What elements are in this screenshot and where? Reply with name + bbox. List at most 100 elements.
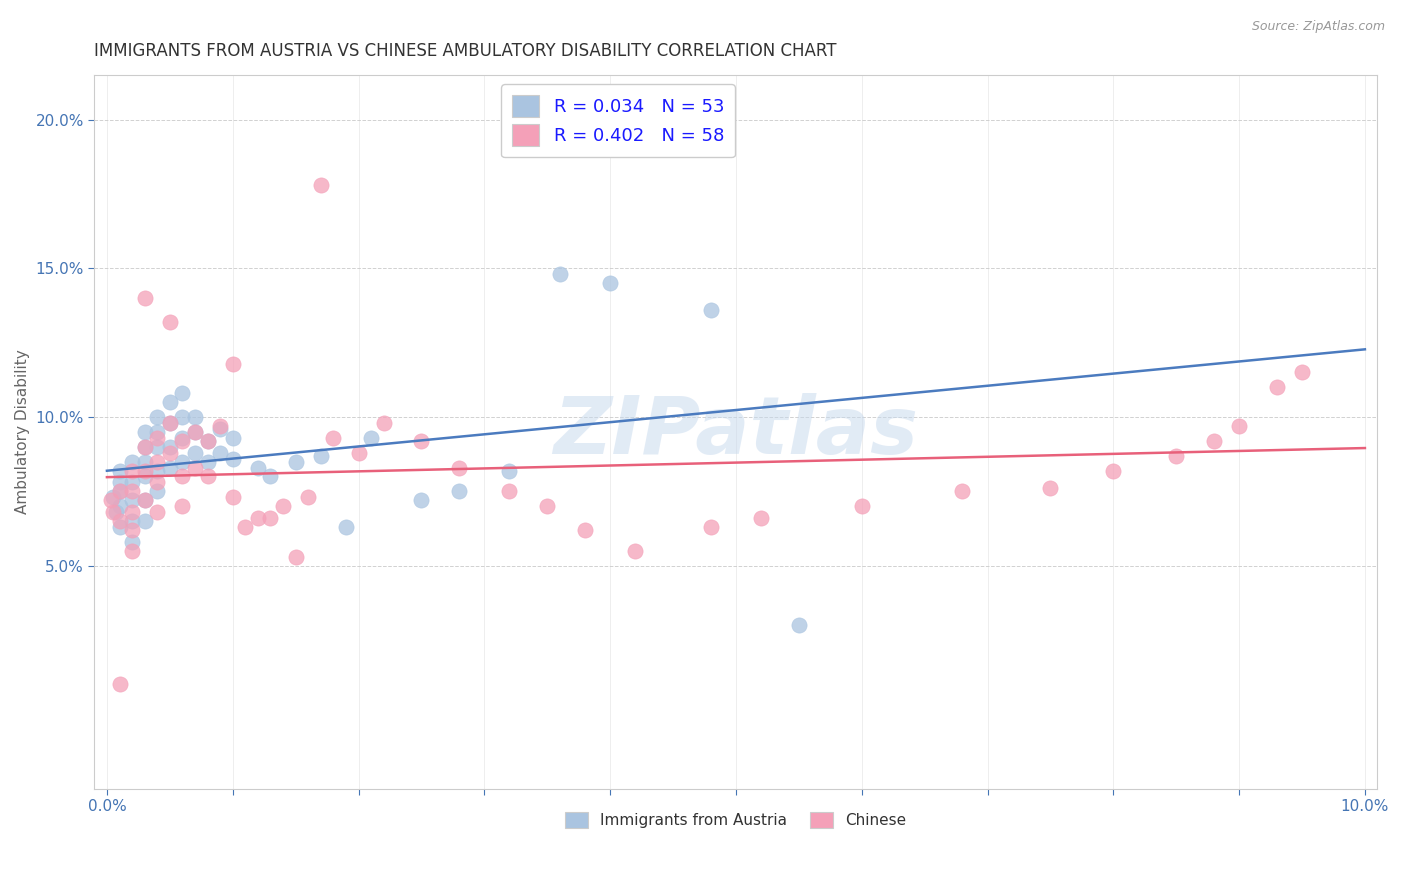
Point — [172, 434, 194, 448]
Point — [498, 484, 520, 499]
Point — [134, 493, 156, 508]
Point — [197, 469, 219, 483]
Point — [103, 490, 125, 504]
Point — [108, 520, 131, 534]
Point — [851, 499, 873, 513]
Point — [373, 416, 395, 430]
Point — [134, 425, 156, 439]
Point — [134, 291, 156, 305]
Point — [787, 618, 810, 632]
Text: ZIPatlas: ZIPatlas — [554, 392, 918, 471]
Point — [159, 416, 181, 430]
Point — [284, 549, 307, 564]
Point — [1291, 366, 1313, 380]
Point — [146, 440, 169, 454]
Point — [121, 454, 143, 468]
Point — [172, 454, 194, 468]
Point — [411, 493, 433, 508]
Point — [146, 505, 169, 519]
Point — [700, 520, 723, 534]
Point — [548, 268, 571, 282]
Point — [411, 434, 433, 448]
Point — [121, 463, 143, 477]
Point — [134, 463, 156, 477]
Point — [172, 386, 194, 401]
Point — [108, 677, 131, 691]
Point — [197, 454, 219, 468]
Point — [121, 514, 143, 528]
Point — [749, 511, 772, 525]
Point — [121, 543, 143, 558]
Point — [284, 454, 307, 468]
Point — [146, 463, 169, 477]
Point — [108, 499, 131, 513]
Point — [1166, 449, 1188, 463]
Point — [209, 422, 232, 436]
Point — [146, 431, 169, 445]
Point — [146, 475, 169, 490]
Point — [347, 445, 370, 459]
Point — [108, 475, 131, 490]
Point — [108, 484, 131, 499]
Point — [574, 523, 596, 537]
Point — [259, 469, 281, 483]
Point — [146, 454, 169, 468]
Point — [184, 460, 207, 475]
Point — [146, 425, 169, 439]
Point — [449, 484, 471, 499]
Point — [271, 499, 294, 513]
Point — [209, 445, 232, 459]
Point — [159, 460, 181, 475]
Point — [536, 499, 558, 513]
Point — [121, 475, 143, 490]
Point — [172, 431, 194, 445]
Point — [222, 431, 245, 445]
Point — [309, 449, 332, 463]
Point — [246, 511, 269, 525]
Point — [624, 543, 647, 558]
Point — [134, 493, 156, 508]
Point — [449, 460, 471, 475]
Point — [184, 425, 207, 439]
Point — [1202, 434, 1225, 448]
Point — [134, 440, 156, 454]
Point — [134, 514, 156, 528]
Text: Source: ZipAtlas.com: Source: ZipAtlas.com — [1251, 20, 1385, 33]
Point — [134, 440, 156, 454]
Point — [1039, 481, 1062, 495]
Point — [322, 431, 344, 445]
Point — [108, 484, 131, 499]
Point — [1227, 418, 1250, 433]
Text: IMMIGRANTS FROM AUSTRIA VS CHINESE AMBULATORY DISABILITY CORRELATION CHART: IMMIGRANTS FROM AUSTRIA VS CHINESE AMBUL… — [94, 42, 837, 60]
Point — [146, 484, 169, 499]
Point — [121, 534, 143, 549]
Point — [209, 418, 232, 433]
Point — [360, 431, 382, 445]
Point — [108, 463, 131, 477]
Point — [498, 463, 520, 477]
Point — [159, 395, 181, 409]
Point — [103, 505, 125, 519]
Point — [233, 520, 256, 534]
Point — [121, 484, 143, 499]
Point — [197, 434, 219, 448]
Point — [146, 409, 169, 424]
Point — [172, 469, 194, 483]
Point — [700, 303, 723, 318]
Legend: Immigrants from Austria, Chinese: Immigrants from Austria, Chinese — [560, 806, 912, 834]
Point — [159, 440, 181, 454]
Point — [184, 409, 207, 424]
Point — [184, 445, 207, 459]
Point — [159, 416, 181, 430]
Point — [100, 493, 122, 508]
Point — [246, 460, 269, 475]
Point — [309, 178, 332, 193]
Point — [950, 484, 973, 499]
Point — [222, 357, 245, 371]
Point — [121, 523, 143, 537]
Point — [197, 434, 219, 448]
Point — [335, 520, 357, 534]
Point — [172, 409, 194, 424]
Point — [134, 469, 156, 483]
Point — [108, 514, 131, 528]
